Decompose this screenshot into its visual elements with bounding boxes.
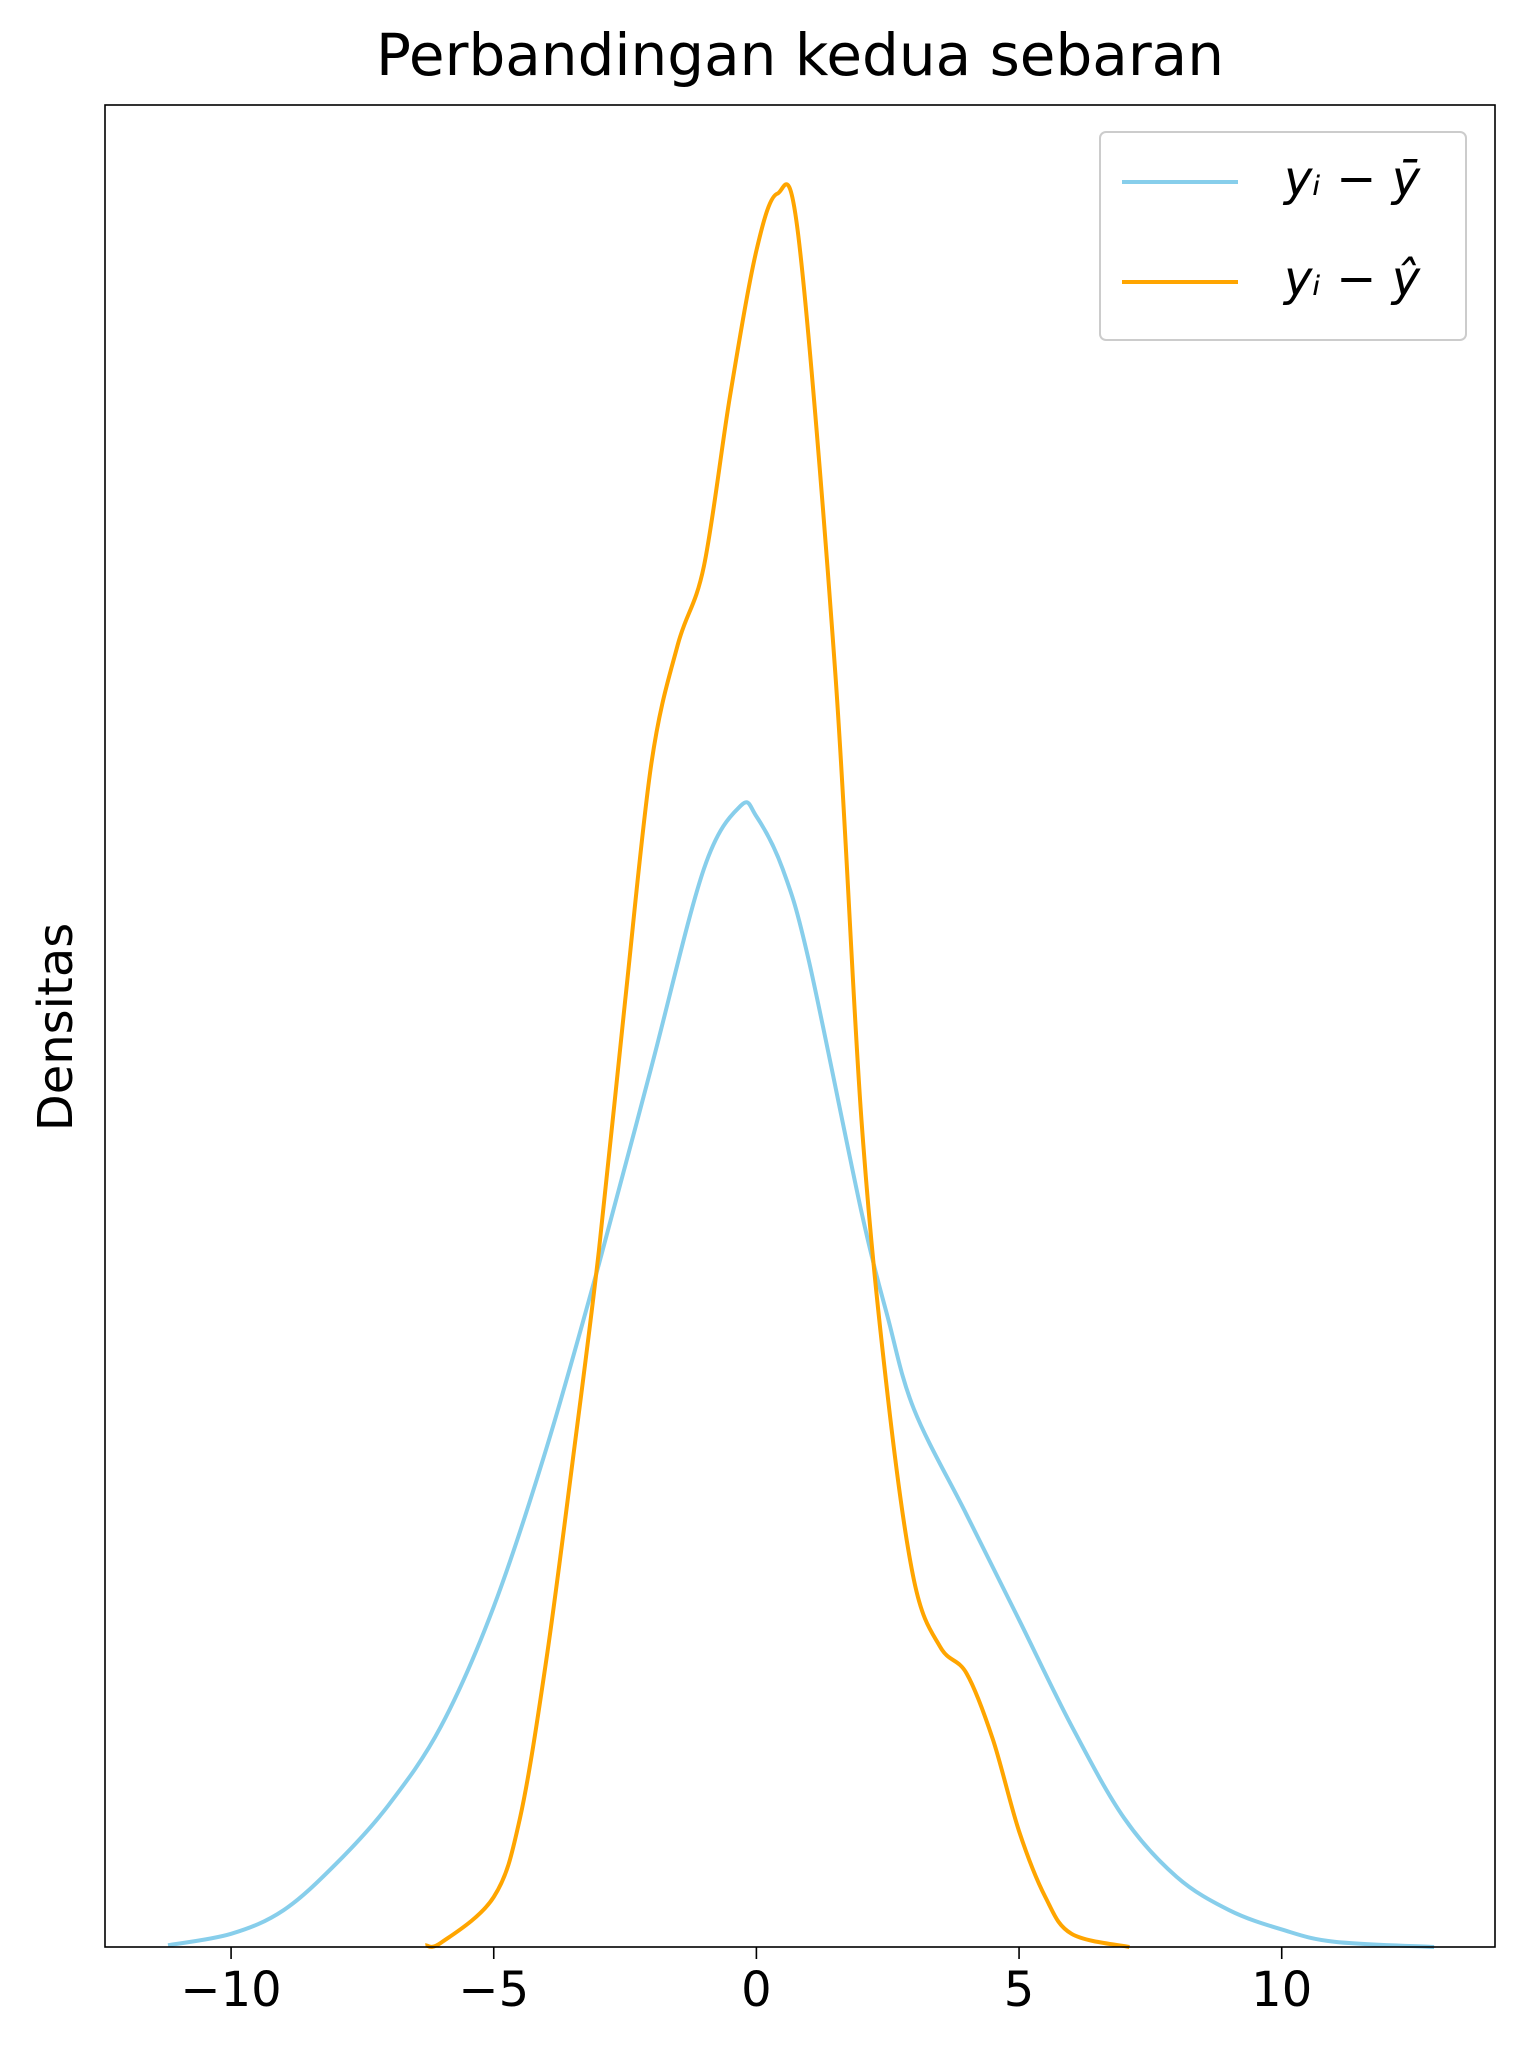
legend-label: yᵢ − ȳ	[1282, 151, 1421, 207]
x-tick-label: 5	[1004, 1962, 1035, 2018]
x-tick-label: −10	[180, 1962, 281, 2018]
line-series	[167, 800, 1435, 1949]
chart-title: Perbandingan kedua sebaran	[376, 21, 1224, 89]
x-tick-label: 10	[1251, 1962, 1312, 2018]
x-tick-label: −5	[458, 1962, 529, 2018]
legend-label: yᵢ − ŷ	[1282, 251, 1421, 307]
plot-frame	[104, 104, 1496, 1948]
line-series	[425, 182, 1130, 1949]
x-tick-label: 0	[741, 1962, 772, 2018]
y-axis-label: Densitas	[28, 923, 84, 1132]
